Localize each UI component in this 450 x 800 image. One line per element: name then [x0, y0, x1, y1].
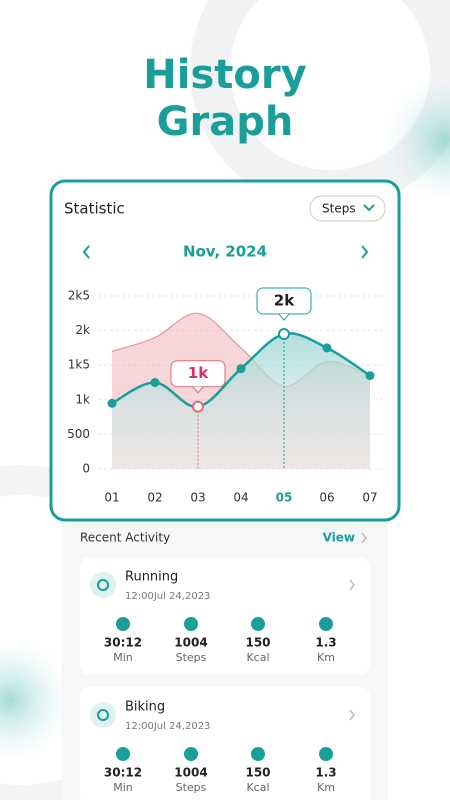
decor-blob: [385, 80, 450, 200]
stat-value: 1004: [174, 636, 207, 650]
stat-value: 30:12: [104, 636, 142, 650]
activity-icon-glyph: [97, 579, 109, 591]
x-tick-label: 05: [276, 491, 293, 505]
view-link[interactable]: View: [323, 531, 355, 545]
section-title: Recent Activity: [80, 531, 170, 545]
stat-icon: [251, 747, 265, 761]
x-tick-label: 06: [319, 491, 334, 505]
point: [107, 398, 117, 408]
stat-unit: Steps: [176, 781, 207, 794]
y-tick-label: 2k5: [68, 289, 90, 303]
y-tick-label: 500: [67, 427, 90, 441]
prev-month[interactable]: [82, 245, 90, 259]
stat-icon: [116, 747, 130, 761]
activity-card: [80, 557, 370, 675]
stat-unit: Km: [317, 781, 335, 794]
series-area: [112, 333, 370, 469]
headline: Graph: [157, 99, 294, 145]
x-tick-label: 02: [147, 491, 162, 505]
stat-value: 150: [245, 766, 270, 780]
stat-value: 150: [245, 636, 270, 650]
stat-value: 1004: [174, 766, 207, 780]
y-tick-label: 2k: [75, 323, 90, 337]
activity-icon: [90, 702, 116, 728]
point: [365, 371, 375, 381]
x-tick-label: 04: [233, 491, 248, 505]
point: [192, 400, 204, 413]
activity-name: Running: [125, 570, 178, 585]
x-tick-label: 07: [362, 491, 377, 505]
stat-unit: Min: [113, 781, 133, 794]
y-tick-label: 1k5: [68, 358, 90, 372]
next-month[interactable]: [361, 245, 369, 259]
stat-unit: Steps: [176, 651, 207, 664]
chevron: [361, 532, 367, 544]
stat-icon: [184, 747, 198, 761]
stat-unit: Min: [113, 651, 133, 664]
stat-icon: [251, 617, 265, 631]
stat-unit: Kcal: [246, 651, 269, 664]
activity-icon-glyph: [97, 709, 109, 721]
dropdown[interactable]: [309, 195, 386, 222]
x-tick-label: 01: [104, 491, 119, 505]
activity-time: 12:00Jul 24,2023: [125, 591, 210, 602]
y-tick-label: 0: [82, 462, 90, 476]
callout-tip: [278, 313, 290, 321]
x-tick-label: 03: [190, 491, 205, 505]
point: [322, 343, 332, 353]
stat-icon: [319, 617, 333, 631]
decor-blob: [0, 640, 70, 760]
stat-icon: [319, 747, 333, 761]
activity-card: [80, 687, 370, 800]
month-label: Nov, 2024: [183, 243, 267, 261]
stat-value: 1.3: [315, 636, 336, 650]
point: [278, 328, 290, 341]
data-label: 1k: [188, 364, 209, 382]
activity-icon: [90, 572, 116, 598]
stat-icon: [184, 617, 198, 631]
headline: History: [143, 52, 306, 98]
stat-icon: [116, 617, 130, 631]
point: [150, 378, 160, 387]
dropdown-caret: [363, 204, 375, 212]
chevron: [349, 709, 355, 721]
stat-value: 30:12: [104, 766, 142, 780]
stat-unit: Km: [317, 651, 335, 664]
activity-name: Biking: [125, 700, 165, 715]
point: [236, 364, 246, 374]
stat-value: 1.3: [315, 766, 336, 780]
card-title: Statistic: [64, 200, 125, 218]
chart: 0 500 1k 1k5 2k 2k5 01 02 03 04 05 06 07 1k 2k: [67, 287, 386, 505]
activity-time: 12:00Jul 24,2023: [125, 721, 210, 732]
data-label: 2k: [274, 292, 295, 310]
chevron: [349, 579, 355, 591]
y-tick-label: 1k: [75, 392, 90, 406]
callout-tip: [192, 386, 204, 394]
stat-unit: Kcal: [246, 781, 269, 794]
dropdown-label: Steps: [322, 202, 356, 216]
